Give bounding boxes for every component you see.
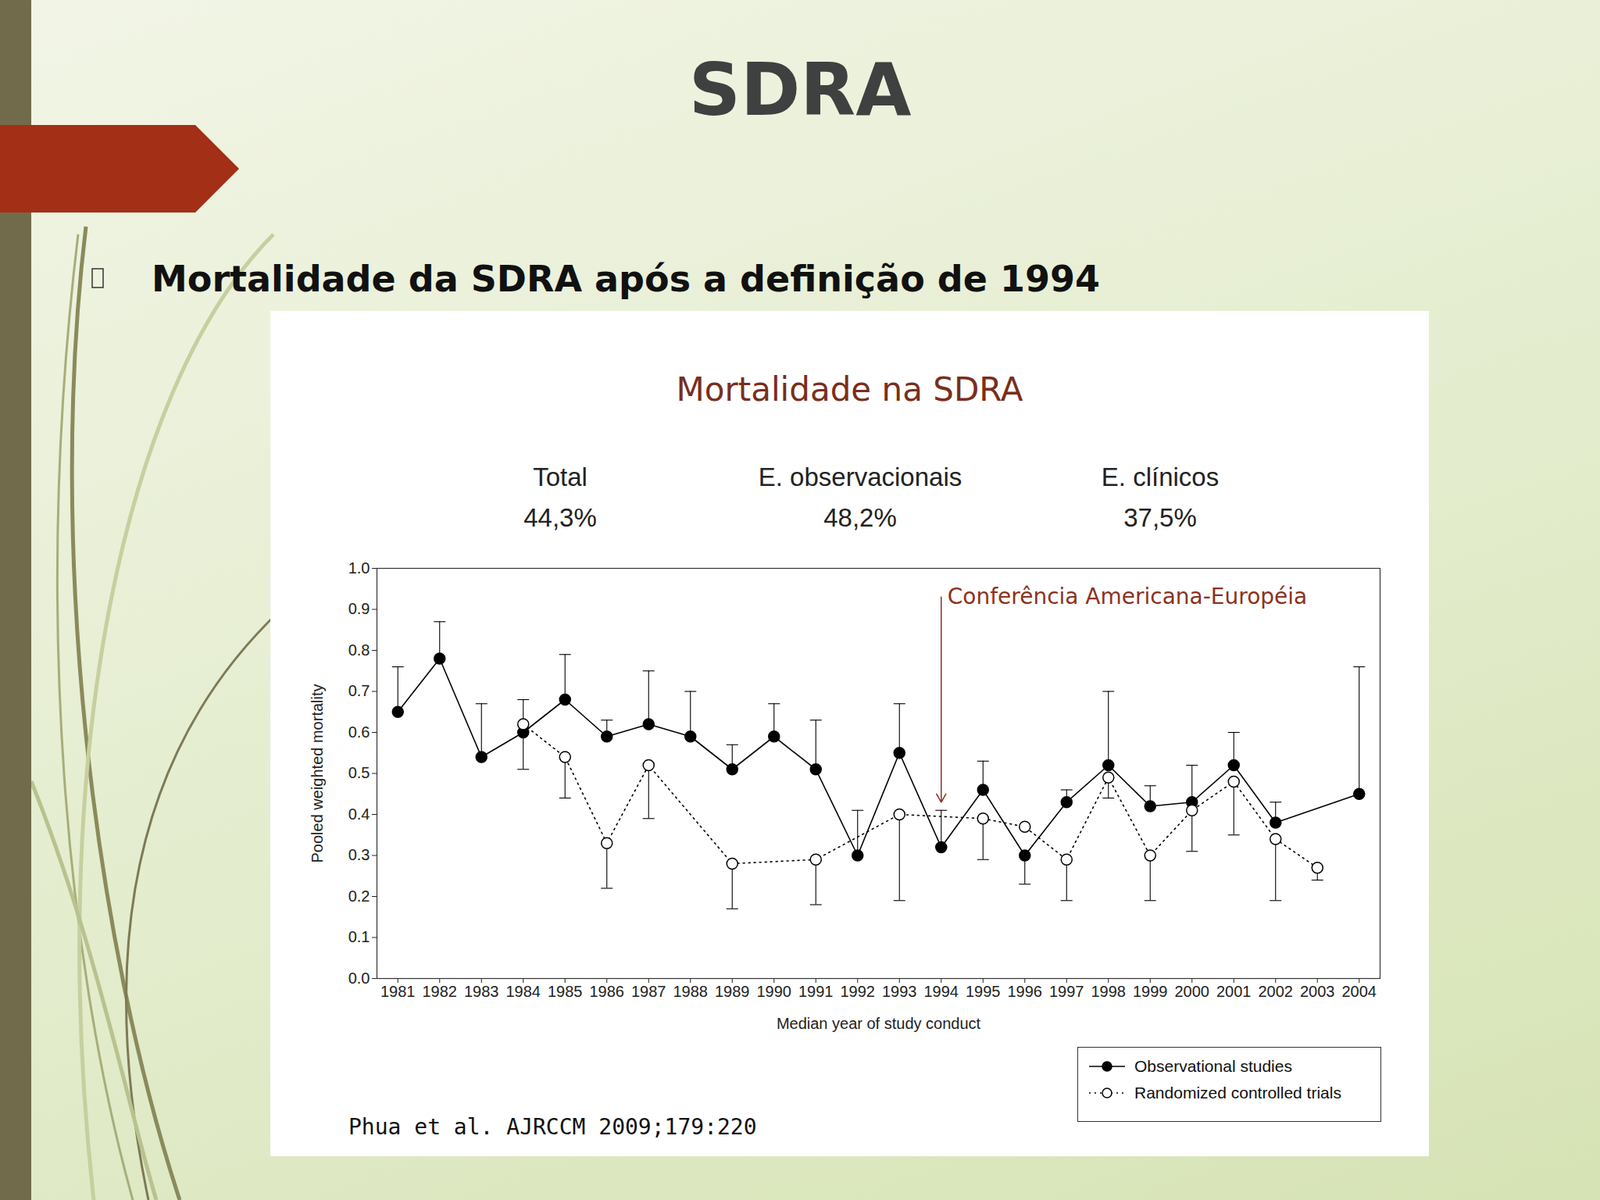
svg-text:0.7: 0.7 — [348, 682, 371, 700]
svg-text:Observational studies: Observational studies — [1134, 1057, 1293, 1075]
html-text:37,5%: 37,5% — [1123, 503, 1197, 533]
html-text:E. clínicos: E. clínicos — [1101, 462, 1219, 492]
svg-text:2000: 2000 — [1175, 982, 1211, 1000]
svg-text:0.0: 0.0 — [348, 969, 371, 987]
svg-text:1991: 1991 — [798, 982, 834, 1000]
svg-text:1994: 1994 — [924, 982, 960, 1000]
svg-text:0.8: 0.8 — [348, 641, 371, 659]
svg-text:0.1: 0.1 — [348, 928, 371, 946]
svg-text:1981: 1981 — [380, 982, 416, 1000]
svg-text:1988: 1988 — [673, 982, 709, 1000]
svg-text:1999: 1999 — [1132, 982, 1168, 1000]
svg-text:1984: 1984 — [506, 982, 542, 1000]
svg-text:1996: 1996 — [1007, 982, 1043, 1000]
svg-text:2001: 2001 — [1216, 982, 1252, 1000]
html-text:44,3%: 44,3% — [523, 503, 597, 533]
svg-text:2003: 2003 — [1300, 982, 1336, 1000]
svg-text:0.9: 0.9 — [348, 600, 371, 618]
svg-text:1986: 1986 — [589, 982, 625, 1000]
html-text:SDRA: SDRA — [688, 48, 912, 133]
svg-text:0.4: 0.4 — [348, 805, 371, 823]
svg-text:Median year of study conduct: Median year of study conduct — [776, 1014, 982, 1033]
html-text:Mortalidade na SDRA: Mortalidade na SDRA — [676, 370, 1024, 409]
svg-text:0.5: 0.5 — [348, 764, 371, 782]
svg-text:Conferência Americana-Européia: Conferência Americana-Européia — [947, 583, 1308, 610]
svg-text:0.3: 0.3 — [348, 846, 371, 864]
svg-text:1997: 1997 — [1049, 982, 1085, 1000]
svg-text:1982: 1982 — [422, 982, 458, 1000]
html-text:Mortalidade da SDRA após a def: Mortalidade da SDRA após a definição de … — [151, 257, 1100, 300]
svg-text:Pooled weighted mortality: Pooled weighted mortality — [308, 683, 326, 863]
svg-text:0.6: 0.6 — [348, 723, 371, 741]
svg-text:1.0: 1.0 — [348, 559, 371, 577]
svg-text:1990: 1990 — [757, 982, 793, 1000]
svg-text:1998: 1998 — [1091, 982, 1127, 1000]
html-text:E. observacionais: E. observacionais — [758, 462, 962, 492]
svg-text:Randomized controlled trials: Randomized controlled trials — [1134, 1083, 1342, 1102]
svg-text:1995: 1995 — [965, 982, 1001, 1000]
svg-text:0.2: 0.2 — [348, 887, 371, 905]
svg-text:1989: 1989 — [714, 982, 750, 1000]
svg-text:2004: 2004 — [1342, 982, 1378, 1000]
svg-text:2002: 2002 — [1258, 982, 1294, 1000]
svg-text:1983: 1983 — [464, 982, 500, 1000]
svg-text:1992: 1992 — [840, 982, 876, 1000]
svg-text:1987: 1987 — [631, 982, 667, 1000]
svg-text:1985: 1985 — [547, 982, 583, 1000]
html-text:48,2%: 48,2% — [823, 503, 897, 533]
html-text:Total: Total — [532, 462, 588, 492]
html-text:Phua et al. AJRCCM 2009;179:22: Phua et al. AJRCCM 2009;179:220 — [348, 1114, 757, 1140]
svg-text:1993: 1993 — [882, 982, 918, 1000]
